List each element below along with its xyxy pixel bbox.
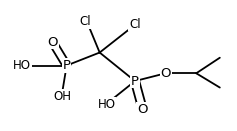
Text: O: O [160, 67, 171, 80]
Text: HO: HO [13, 59, 31, 72]
Text: Cl: Cl [80, 15, 91, 28]
Text: HO: HO [98, 98, 116, 111]
Text: O: O [47, 36, 58, 49]
Text: P: P [63, 59, 71, 72]
Text: O: O [137, 103, 147, 116]
Text: OH: OH [53, 90, 71, 103]
Text: P: P [131, 75, 139, 88]
Text: Cl: Cl [129, 18, 141, 31]
